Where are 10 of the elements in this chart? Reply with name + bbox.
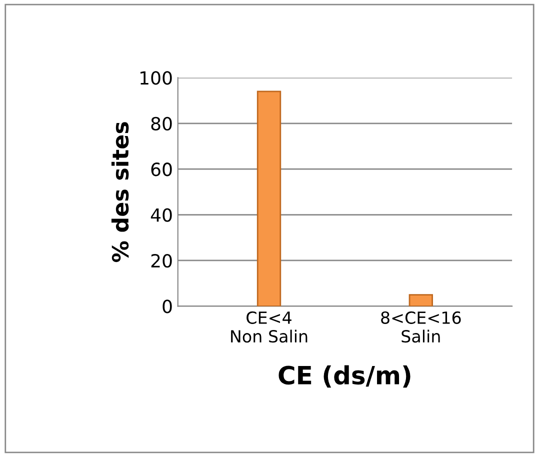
x-tick-label: 8<CE<16 Salin [381,311,461,343]
x-axis-title: CE (ds/m) [278,365,410,388]
y-tick-label: 100 [140,71,172,85]
y-axis-title: % des sites [111,122,129,262]
y-tick-label: 0 [162,300,172,314]
y-tick-label: 40 [150,208,172,222]
x-tick-label: CE<4 Non Salin [231,311,308,343]
y-tick-label: 60 [151,162,172,176]
y-tick-label: 80 [151,116,172,131]
y-tick-label: 20 [151,254,172,268]
